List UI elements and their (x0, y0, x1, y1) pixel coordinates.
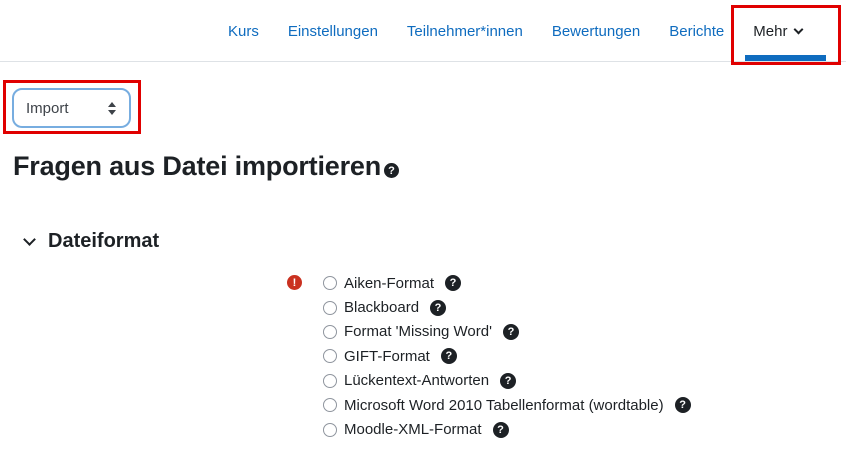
radio-option-missing-word[interactable]: Format 'Missing Word' ? (323, 320, 691, 344)
help-icon[interactable]: ? (384, 163, 399, 179)
nav-tab-bewertungen[interactable]: Bewertungen (551, 22, 641, 40)
nav-items: Kurs Einstellungen Teilnehmer*innen Bewe… (0, 0, 846, 62)
help-icon[interactable]: ? (430, 299, 447, 316)
radio-label: Blackboard (344, 299, 420, 317)
page-title-row: Fragen aus Datei importieren ? (13, 150, 399, 182)
radio-label: GIFT-Format (344, 347, 430, 365)
help-icon[interactable]: ? (445, 275, 462, 292)
radio-label: Lückentext-Antworten (344, 372, 490, 390)
radio-option-lueckentext[interactable]: Lückentext-Antworten ? (323, 369, 691, 393)
help-icon[interactable]: ? (500, 372, 517, 389)
import-select-value: Import (26, 99, 69, 117)
radio-label: Aiken-Format (344, 274, 435, 292)
radio-label: Moodle-XML-Format (344, 421, 482, 439)
nav-tab-kurs[interactable]: Kurs (228, 22, 259, 40)
page-title: Fragen aus Datei importieren (13, 151, 381, 181)
radio-icon[interactable] (323, 349, 337, 364)
course-navbar: Kurs Einstellungen Teilnehmer*innen Bewe… (0, 0, 846, 62)
help-icon[interactable]: ? (502, 323, 519, 340)
nav-tab-mehr[interactable]: Mehr (753, 22, 804, 40)
radio-option-word-tabellenformat[interactable]: Microsoft Word 2010 Tabellenformat (word… (323, 393, 691, 417)
active-tab-indicator (745, 55, 826, 61)
radio-icon[interactable] (323, 324, 337, 339)
radio-icon[interactable] (323, 373, 337, 388)
radio-icon[interactable] (323, 300, 337, 315)
nav-tab-mehr-label: Mehr (753, 22, 788, 40)
radio-label: Microsoft Word 2010 Tabellenformat (word… (344, 396, 664, 414)
radio-icon[interactable] (323, 422, 337, 437)
section-header-dateiformat[interactable]: Dateiformat (23, 230, 160, 253)
help-icon[interactable]: ? (492, 421, 509, 438)
help-icon[interactable]: ? (440, 348, 457, 365)
chevron-down-icon (23, 232, 36, 246)
radio-option-aiken[interactable]: Aiken-Format ? (323, 271, 691, 295)
radio-icon[interactable] (323, 398, 337, 413)
help-icon[interactable]: ? (674, 397, 691, 414)
radio-option-gift[interactable]: GIFT-Format ? (323, 344, 691, 368)
radio-icon[interactable] (323, 276, 337, 291)
section-title: Dateiformat (48, 230, 160, 252)
nav-tab-teilnehmerinnen[interactable]: Teilnehmer*innen (406, 22, 523, 40)
required-icon: ! (287, 275, 302, 290)
radio-option-blackboard[interactable]: Blackboard ? (323, 295, 691, 319)
select-updown-icon (108, 101, 116, 115)
chevron-down-icon (794, 24, 804, 34)
file-format-radio-group: Aiken-Format ? Blackboard ? Format 'Miss… (323, 271, 691, 442)
radio-option-moodle-xml[interactable]: Moodle-XML-Format ? (323, 417, 691, 441)
nav-tab-einstellungen[interactable]: Einstellungen (287, 22, 378, 40)
import-jump-select[interactable]: Import (12, 88, 131, 128)
radio-label: Format 'Missing Word' (344, 323, 492, 341)
nav-tab-berichte[interactable]: Berichte (669, 22, 725, 40)
